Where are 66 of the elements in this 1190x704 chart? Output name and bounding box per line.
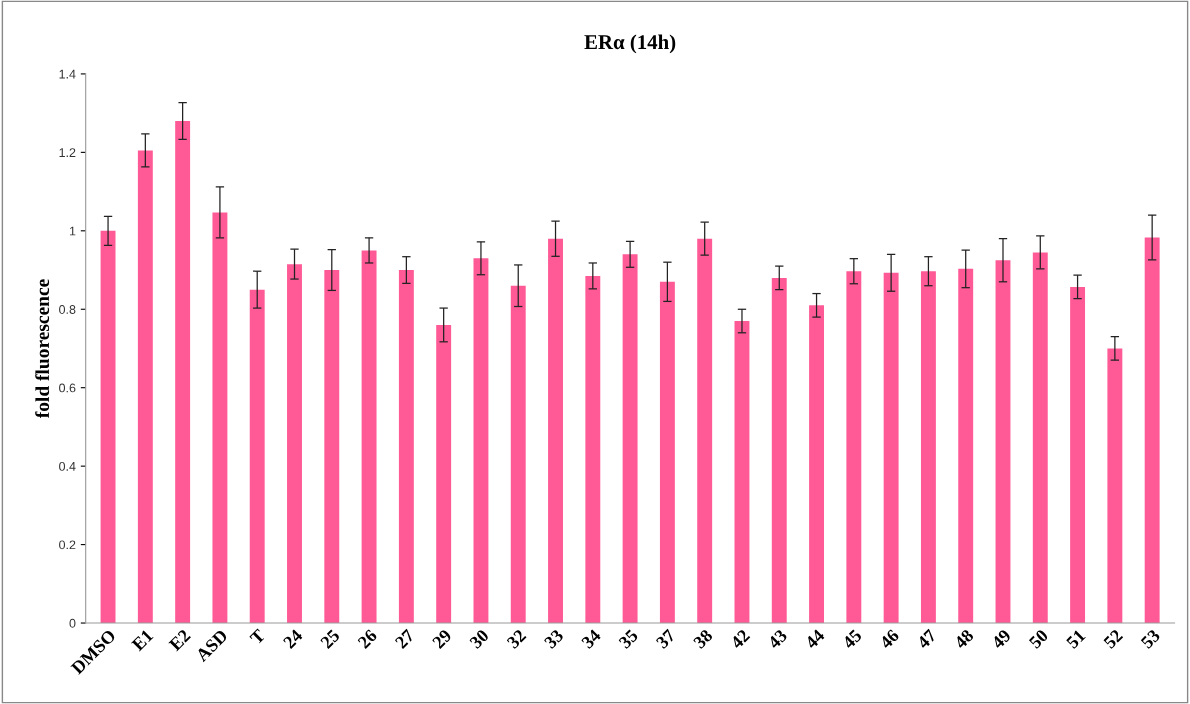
y-tick-label: 1.4 xyxy=(59,69,76,79)
x-tick-label: 45 xyxy=(841,628,863,650)
bar xyxy=(249,289,265,624)
x-tick-label: 49 xyxy=(990,628,1012,650)
x-tick-label: 33 xyxy=(543,628,565,650)
bar xyxy=(622,254,638,624)
bar xyxy=(771,277,787,624)
bar xyxy=(212,212,228,624)
y-tick-label: 0.6 xyxy=(59,383,76,393)
x-tick-label: 35 xyxy=(618,628,639,650)
bar xyxy=(883,272,899,624)
y-axis-title: fold fluorescence xyxy=(35,279,50,419)
x-tick-label: 53 xyxy=(1140,628,1161,650)
x-tick-label: 52 xyxy=(1103,628,1124,650)
bar xyxy=(473,258,489,624)
bar xyxy=(995,260,1011,624)
x-tick-label: 37 xyxy=(655,628,677,650)
x-tick-label: 47 xyxy=(916,628,937,650)
y-tick-label: 1.2 xyxy=(59,148,76,157)
x-tick-label: E1 xyxy=(131,628,154,652)
x-tick-label: T xyxy=(249,628,266,646)
bar xyxy=(175,120,191,624)
x-tick-label: 29 xyxy=(431,628,453,650)
bar xyxy=(398,270,414,624)
bar xyxy=(510,285,526,624)
x-tick-label: 25 xyxy=(319,628,341,650)
bar xyxy=(361,250,377,624)
bar xyxy=(920,271,936,624)
bar xyxy=(1070,286,1086,624)
x-tick-label: 27 xyxy=(394,628,415,649)
bar xyxy=(1107,348,1123,624)
bar xyxy=(734,321,750,624)
chart-title: ERα (14h) xyxy=(584,34,676,54)
bar xyxy=(287,264,302,624)
x-tick-label: E2 xyxy=(168,628,191,652)
bar xyxy=(548,238,563,624)
y-tick-label: 0.8 xyxy=(59,305,76,314)
x-tick-label: 26 xyxy=(357,628,378,650)
bar xyxy=(436,324,452,624)
bar xyxy=(846,271,862,624)
bar xyxy=(1032,252,1048,624)
bar xyxy=(809,305,825,624)
bar xyxy=(585,275,601,624)
y-tick-label: 0 xyxy=(69,618,76,628)
bar xyxy=(958,268,974,624)
bar xyxy=(100,230,116,624)
bar xyxy=(697,238,713,624)
bar xyxy=(659,281,675,624)
x-tick-label: 48 xyxy=(953,628,975,650)
bar xyxy=(324,270,340,624)
y-tick-label: 0.2 xyxy=(59,540,76,550)
x-tick-label: 30 xyxy=(469,628,490,650)
x-tick-label: 43 xyxy=(767,628,788,650)
bar xyxy=(137,150,153,624)
x-tick-label: 46 xyxy=(878,628,900,650)
x-tick-label: 34 xyxy=(580,628,602,650)
x-tick-label: 42 xyxy=(729,628,751,650)
x-tick-label: 51 xyxy=(1065,628,1086,650)
y-tick-label: 1 xyxy=(69,226,76,236)
x-tick-label: 50 xyxy=(1028,628,1049,650)
x-tick-label: 32 xyxy=(506,628,527,650)
bar xyxy=(1144,237,1160,624)
y-tick-label: 0.4 xyxy=(59,461,76,471)
x-tick-label: 24 xyxy=(282,628,304,649)
x-tick-label: 44 xyxy=(804,628,826,650)
x-tick-label: 38 xyxy=(692,628,714,650)
